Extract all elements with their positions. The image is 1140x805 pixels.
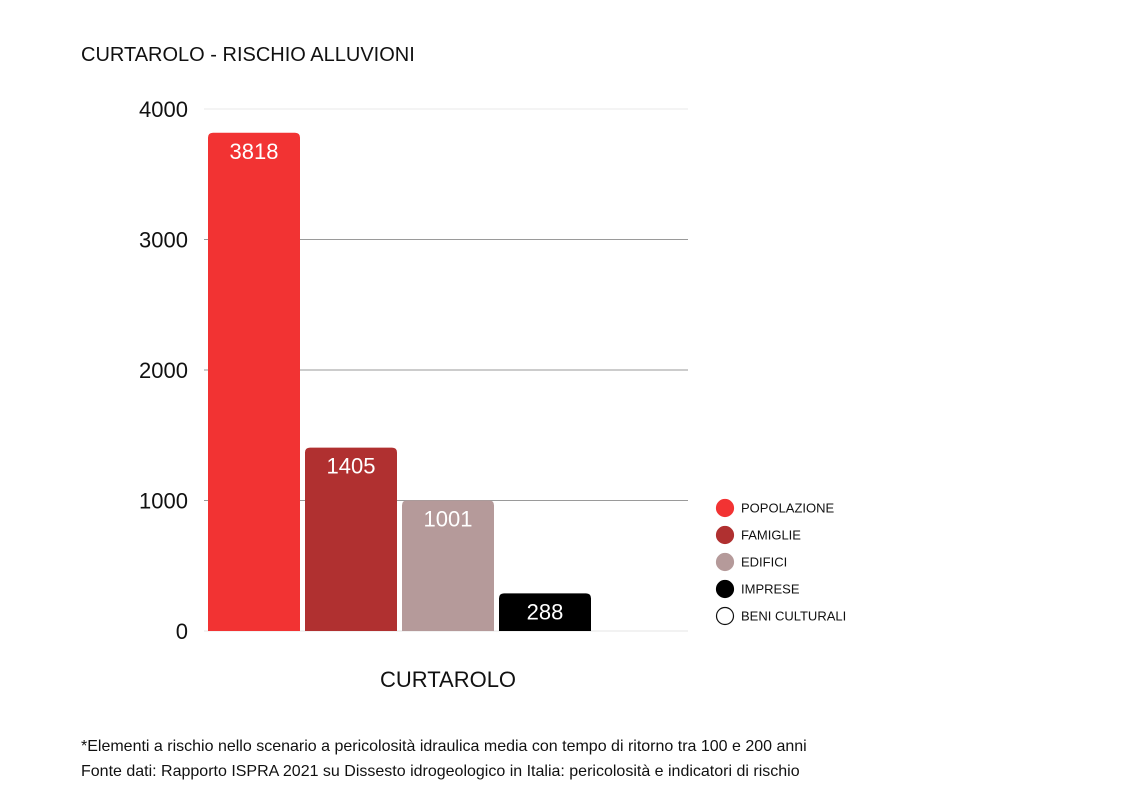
y-axis-ticks: 0 1000 2000 3000 4000 xyxy=(139,97,188,644)
data-label-edifici: 1001 xyxy=(424,506,473,531)
legend-swatch-edifici xyxy=(715,552,735,572)
data-labels: 3818 1405 1001 288 xyxy=(230,139,564,625)
footnote-scenario: *Elementi a rischio nello scenario a per… xyxy=(81,738,807,755)
x-axis-label: CURTAROLO xyxy=(380,667,516,692)
bars xyxy=(208,132,591,631)
legend-label-beni-culturali: BENI CULTURALI xyxy=(741,609,846,624)
y-tick-label: 0 xyxy=(176,619,188,644)
legend-label-imprese: IMPRESE xyxy=(741,582,800,597)
legend-label-famiglie: FAMIGLIE xyxy=(741,528,801,543)
y-tick-label: 4000 xyxy=(139,97,188,122)
data-label-popolazione: 3818 xyxy=(230,139,279,164)
footnote-source: Fonte dati: Rapporto ISPRA 2021 su Disse… xyxy=(81,763,800,780)
legend-swatch-popolazione xyxy=(715,498,735,518)
bar-edifici xyxy=(402,500,494,631)
y-tick-label: 3000 xyxy=(139,228,188,253)
bar-imprese xyxy=(499,593,591,631)
data-label-imprese: 288 xyxy=(527,599,564,624)
legend-swatch-imprese xyxy=(715,579,735,599)
y-tick-label: 1000 xyxy=(139,489,188,514)
bar-popolazione xyxy=(208,132,300,631)
legend-label-edifici: EDIFICI xyxy=(741,555,787,570)
data-label-famiglie: 1405 xyxy=(327,454,376,479)
legend-swatch-famiglie xyxy=(715,525,735,545)
legend: POPOLAZIONE FAMIGLIE EDIFICI IMPRESE BENI CU… xyxy=(715,498,846,626)
legend-label-popolazione: POPOLAZIONE xyxy=(741,501,835,516)
chart-title: CURTAROLO - RISCHIO ALLUVIONI xyxy=(81,44,415,66)
y-tick-label: 2000 xyxy=(139,358,188,383)
bar-famiglie xyxy=(305,447,397,631)
legend-swatch-beni-culturali xyxy=(715,606,735,626)
